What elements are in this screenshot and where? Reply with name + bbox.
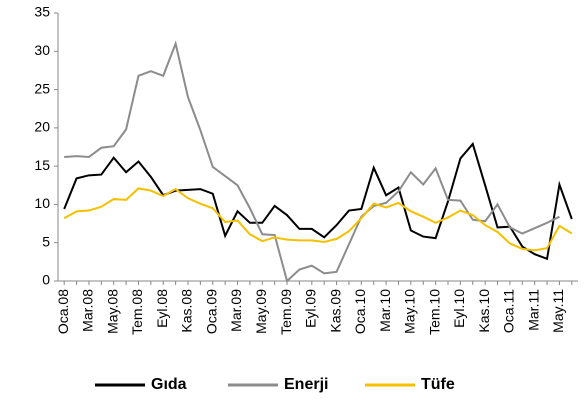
x-tick-label: Mar.10 xyxy=(377,289,393,332)
x-tick-label: Tem.09 xyxy=(278,289,294,335)
x-tick-label: Tem.10 xyxy=(426,289,442,335)
x-tick-label: Oca.09 xyxy=(203,289,219,334)
line-series xyxy=(63,141,573,261)
x-tick-label: May.08 xyxy=(104,289,120,334)
y-tick-label: 0 xyxy=(42,272,50,288)
y-tick-label: 10 xyxy=(34,195,50,211)
x-tick-label: Eyl.09 xyxy=(303,289,319,328)
line-series xyxy=(63,187,573,252)
x-tick-label: Mar.11 xyxy=(525,289,541,331)
x-tick-label: Eyl.08 xyxy=(154,289,170,328)
x-tick-label: May.09 xyxy=(253,289,269,334)
x-tick-label: Kas.08 xyxy=(179,289,195,333)
y-tick-label: 25 xyxy=(34,80,50,96)
x-tick-label: Kas.10 xyxy=(476,289,492,333)
x-tick-label: Mar.09 xyxy=(228,289,244,332)
x-tick-label: Kas.09 xyxy=(327,289,343,333)
y-tick-label: 20 xyxy=(34,119,50,135)
y-tick-label: 5 xyxy=(42,233,50,249)
legend-label: Enerji xyxy=(284,376,328,393)
legend-label: Gıda xyxy=(151,376,187,393)
x-tick-label: Tem.08 xyxy=(129,289,145,335)
x-tick-label: Oca.11 xyxy=(501,289,517,333)
x-tick-label: Oca.10 xyxy=(352,289,368,334)
x-tick-label: Oca.08 xyxy=(55,289,71,334)
x-tick-label: Eyl.10 xyxy=(451,289,467,328)
x-tick-label: May.11 xyxy=(550,289,566,333)
y-tick-label: 15 xyxy=(34,157,50,173)
x-tick-label: May.10 xyxy=(402,289,418,334)
y-tick-label: 30 xyxy=(34,42,50,58)
x-tick-label: Mar.08 xyxy=(80,289,96,332)
legend-label: Tüfe xyxy=(421,376,455,393)
y-tick-label: 35 xyxy=(34,4,50,20)
line-series xyxy=(64,40,560,283)
